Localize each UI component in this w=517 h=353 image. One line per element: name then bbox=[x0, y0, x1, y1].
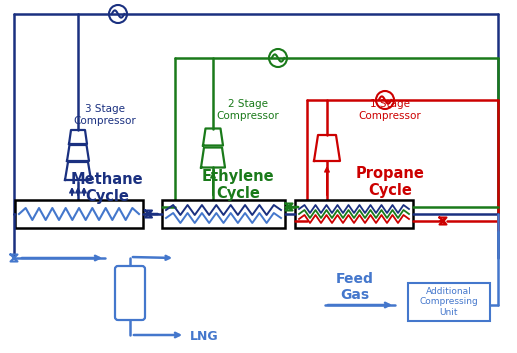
Text: Feed
Gas: Feed Gas bbox=[336, 272, 374, 302]
Text: Ethylene
Cycle: Ethylene Cycle bbox=[202, 169, 275, 201]
Bar bbox=[408, 283, 490, 321]
Text: 2 Stage
Compressor: 2 Stage Compressor bbox=[217, 99, 279, 121]
Text: LNG: LNG bbox=[190, 330, 219, 343]
Text: Additional
Compressing
Unit: Additional Compressing Unit bbox=[420, 287, 478, 317]
Bar bbox=[162, 200, 285, 228]
Text: Propane
Cycle: Propane Cycle bbox=[356, 166, 424, 198]
Bar bbox=[295, 200, 413, 228]
Text: 3 Stage
Compressor: 3 Stage Compressor bbox=[73, 104, 136, 126]
Text: 1 Stage
Compressor: 1 Stage Compressor bbox=[359, 99, 421, 121]
Text: Methane
Cycle: Methane Cycle bbox=[71, 172, 143, 204]
Bar bbox=[15, 200, 143, 228]
FancyBboxPatch shape bbox=[115, 266, 145, 320]
